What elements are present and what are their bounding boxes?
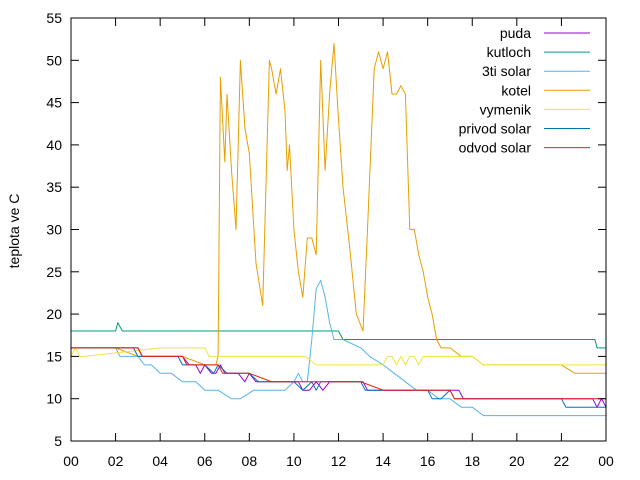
y-tick-label: 45	[46, 95, 62, 111]
ticks-layer: 5 10 15 20 25 30 35 40 45 50 55 00 02 04 06 08 10 12 14 16 1…	[46, 10, 614, 469]
series-line-3ti-solar	[71, 279, 606, 417]
y-axis-label: teplota ve C	[6, 194, 22, 269]
x-tick-label: 18	[464, 453, 480, 469]
legend-label: kutloch	[487, 44, 531, 60]
series-line-kotel	[71, 42, 606, 374]
y-tick-label: 20	[46, 306, 62, 322]
y-tick-label: 25	[46, 264, 62, 280]
legend-label: odvod solar	[459, 140, 532, 156]
legend: puda kutloch 3ti solar kotel vymenik privod s…	[459, 25, 590, 156]
legend-label: privod solar	[459, 121, 532, 137]
series-line-odvod-solar	[71, 347, 606, 400]
x-tick-label: 02	[108, 453, 124, 469]
y-tick-label: 5	[54, 433, 62, 449]
y-tick-label: 55	[46, 10, 62, 26]
series-line-kutloch	[71, 322, 606, 349]
legend-label: puda	[500, 25, 531, 41]
x-tick-label: 10	[286, 453, 302, 469]
y-tick-label: 40	[46, 137, 62, 153]
legend-label: vymenik	[480, 101, 532, 117]
legend-label: kotel	[501, 82, 531, 98]
y-tick-label: 30	[46, 222, 62, 238]
series-layer	[70, 42, 607, 417]
x-tick-label: 06	[197, 453, 213, 469]
x-tick-label: 22	[554, 453, 570, 469]
series-line-vymenik	[70, 347, 606, 366]
y-tick-label: 15	[46, 348, 62, 364]
x-tick-label: 00	[63, 453, 79, 469]
x-tick-label: 16	[420, 453, 436, 469]
y-tick-label: 10	[46, 391, 62, 407]
x-tick-label: 12	[331, 453, 347, 469]
x-tick-label: 14	[375, 453, 391, 469]
legend-label: 3ti solar	[482, 63, 531, 79]
x-tick-label: 20	[509, 453, 525, 469]
x-tick-label: 04	[152, 453, 168, 469]
y-tick-label: 35	[46, 179, 62, 195]
x-tick-label: 08	[242, 453, 258, 469]
y-tick-label: 50	[46, 52, 62, 68]
y-axis-label-group: teplota ve C	[6, 194, 22, 269]
x-tick-label: 00	[598, 453, 614, 469]
